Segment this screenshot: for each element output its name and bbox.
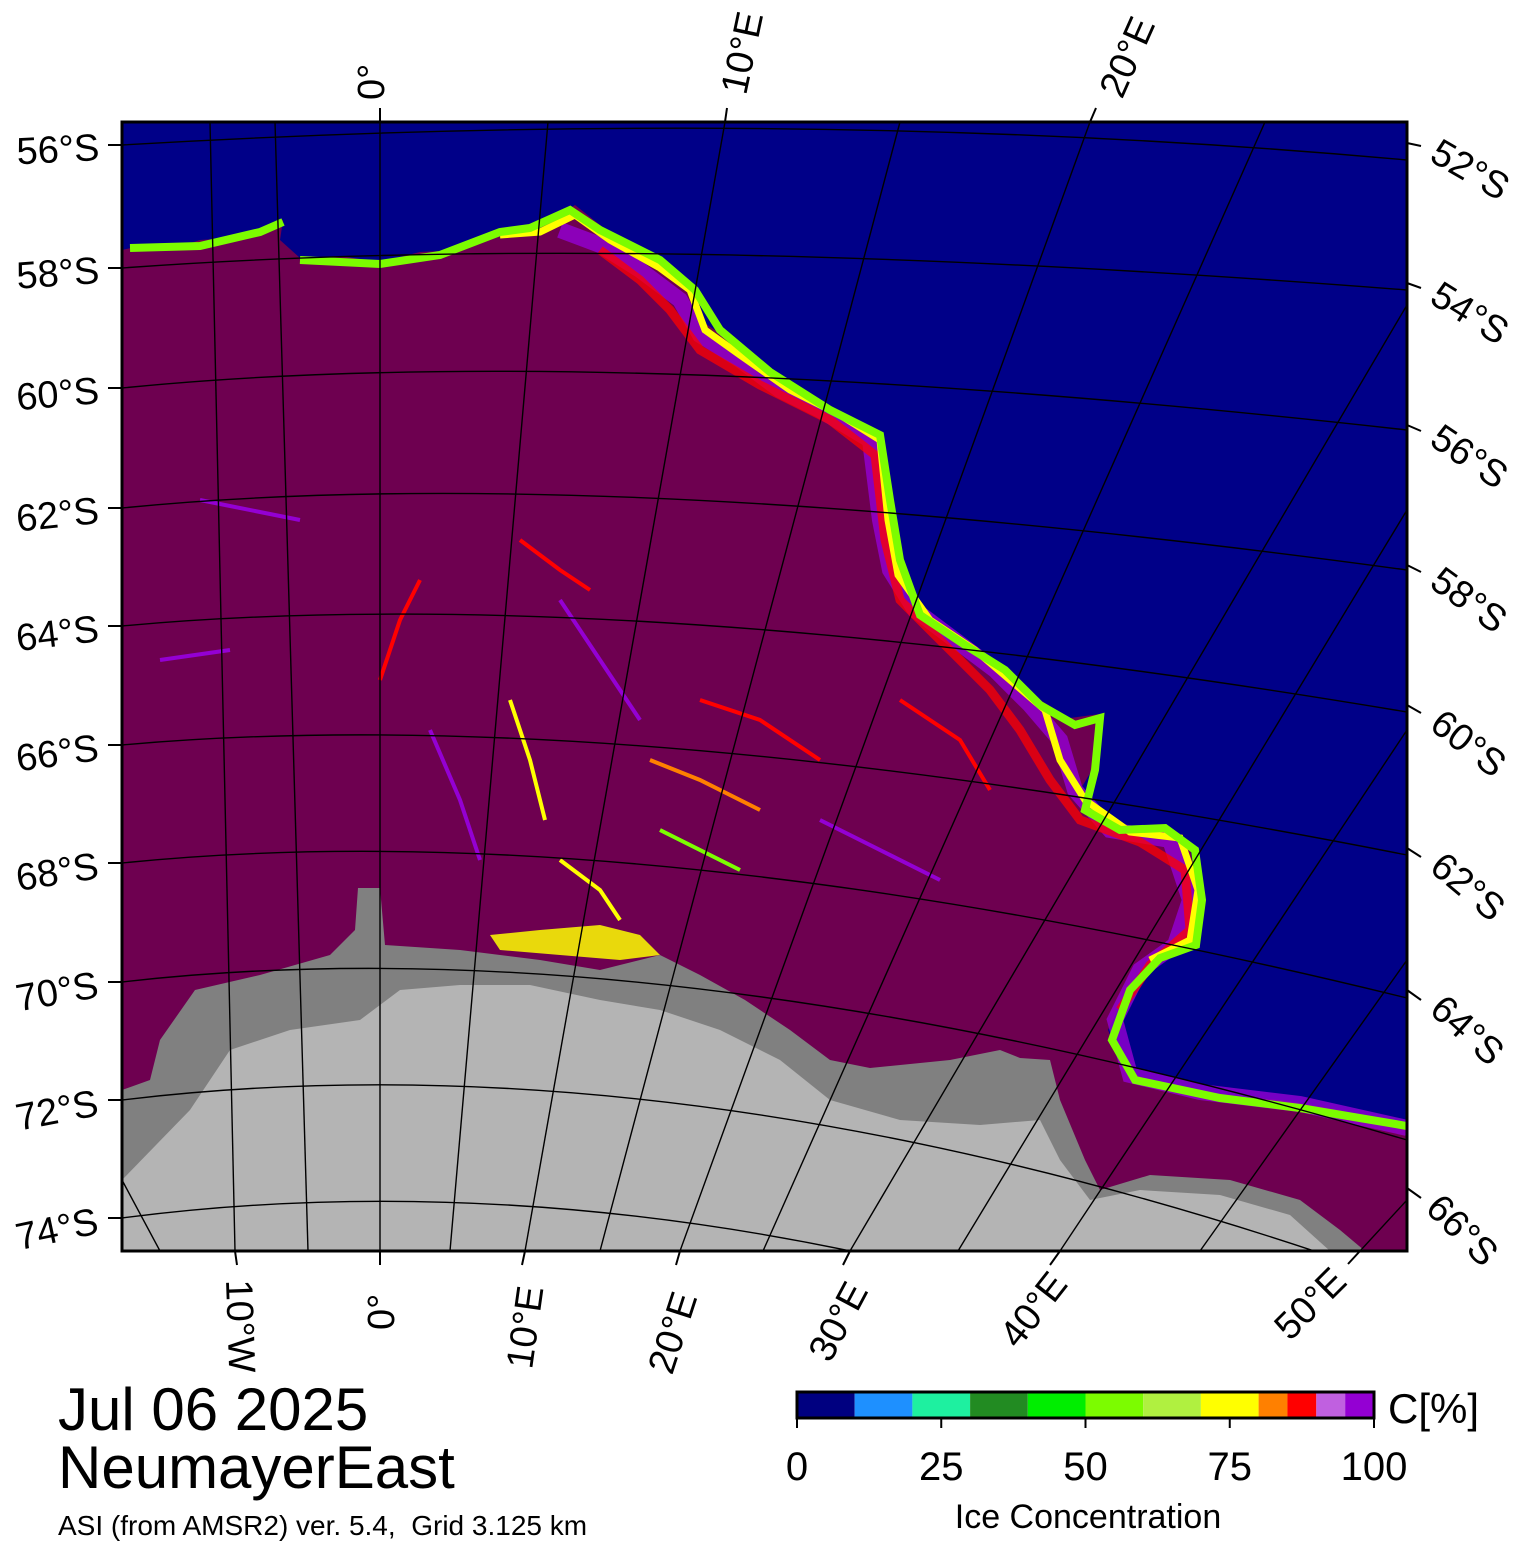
colorbar-bin-4 <box>1027 1392 1086 1418</box>
colorbar-tick-label: 75 <box>1207 1445 1253 1489</box>
colorbar-tick-label: 50 <box>1063 1445 1108 1489</box>
right-lat-label: 52°S <box>1424 131 1517 209</box>
inner-leads <box>159 498 992 922</box>
bottom-lon-label: 10°W <box>217 1279 262 1374</box>
map-layers <box>122 122 1407 1251</box>
ice-edge-red <box>597 246 1195 1013</box>
left-lat-label: 68°S <box>13 845 101 899</box>
right-lat-label: 62°S <box>1422 845 1512 930</box>
colorbar-bin-1 <box>854 1392 913 1418</box>
graticule-meridians <box>122 122 1407 1251</box>
tick-marks <box>108 107 1422 1266</box>
colorbar-bin-5 <box>1085 1392 1144 1418</box>
bottom-lon-label: 0° <box>361 1294 403 1330</box>
bottom-lon-label: 40°E <box>992 1264 1076 1355</box>
colorbar-tick-label: 0 <box>785 1445 809 1489</box>
colorbar-bin-3 <box>970 1392 1028 1418</box>
colorbar-bin-9 <box>1287 1392 1317 1418</box>
bottom-lon-label: 50°E <box>1267 1260 1355 1348</box>
colorbar-tick-label: 100 <box>1340 1445 1408 1489</box>
left-lat-label: 56°S <box>16 127 101 173</box>
top-lon-label: 20°E <box>1092 11 1164 104</box>
map-frame <box>120 120 1409 1253</box>
right-lat-label: 60°S <box>1422 702 1513 786</box>
land <box>122 985 1330 1251</box>
right-lat-label: 66°S <box>1418 1187 1506 1275</box>
region-name: NeumayerEast <box>58 1434 455 1501</box>
colorbar-bin-11 <box>1345 1392 1374 1418</box>
bottom-lon-label: 20°E <box>641 1287 707 1379</box>
colorbar-bin-10 <box>1316 1392 1346 1418</box>
colorbar-title: Ice Concentration <box>954 1498 1222 1536</box>
colorbar-bin-2 <box>912 1392 971 1418</box>
right-lat-labels: 52°S 54°S 56°S 58°S 60°S 62°S 64°S 66°S <box>1418 131 1517 1275</box>
colorbar-bin-7 <box>1200 1392 1259 1418</box>
left-lat-label: 60°S <box>15 370 101 419</box>
left-lat-label: 70°S <box>13 965 102 1021</box>
colorbar-tick-label: 25 <box>919 1445 964 1489</box>
left-lat-label: 64°S <box>14 608 101 660</box>
top-lon-labels: 0° 10°E 20°E <box>351 8 1164 104</box>
right-lat-label: 56°S <box>1423 417 1515 498</box>
left-lat-label: 62°S <box>14 490 101 540</box>
right-lat-label: 54°S <box>1423 274 1515 354</box>
bottom-lon-labels: 10°W 0° 10°E 20°E 30°E 40°E 50°E <box>217 1260 1355 1379</box>
colorbar-unit: C[%] <box>1388 1385 1480 1432</box>
top-lon-label: 10°E <box>714 8 772 98</box>
left-lat-label: 74°S <box>12 1201 102 1259</box>
colorbar <box>795 1390 1376 1428</box>
left-lat-label: 72°S <box>12 1083 101 1140</box>
data-source: ASI (from AMSR2) ver. 5.4, Grid 3.125 km <box>58 1510 588 1541</box>
colorbar-bin-8 <box>1258 1392 1288 1418</box>
ice-edge-green <box>129 205 1407 1130</box>
left-lat-label: 58°S <box>15 250 101 298</box>
top-lon-label: 0° <box>351 64 393 100</box>
colorbar-bin-0 <box>797 1392 855 1418</box>
map-date: Jul 06 2025 <box>58 1376 369 1443</box>
left-lat-labels: 56°S 58°S 60°S 62°S 64°S 66°S 68°S 70°S … <box>12 127 102 1259</box>
left-lat-label: 66°S <box>13 727 101 780</box>
right-lat-label: 64°S <box>1422 987 1512 1074</box>
coastal-ice-patch <box>490 925 660 960</box>
bottom-lon-label: 30°E <box>801 1275 877 1368</box>
bottom-lon-label: 10°E <box>499 1283 552 1371</box>
graticule-parallels <box>122 127 1407 1251</box>
right-lat-label: 58°S <box>1423 559 1515 642</box>
colorbar-bin-6 <box>1143 1392 1201 1418</box>
